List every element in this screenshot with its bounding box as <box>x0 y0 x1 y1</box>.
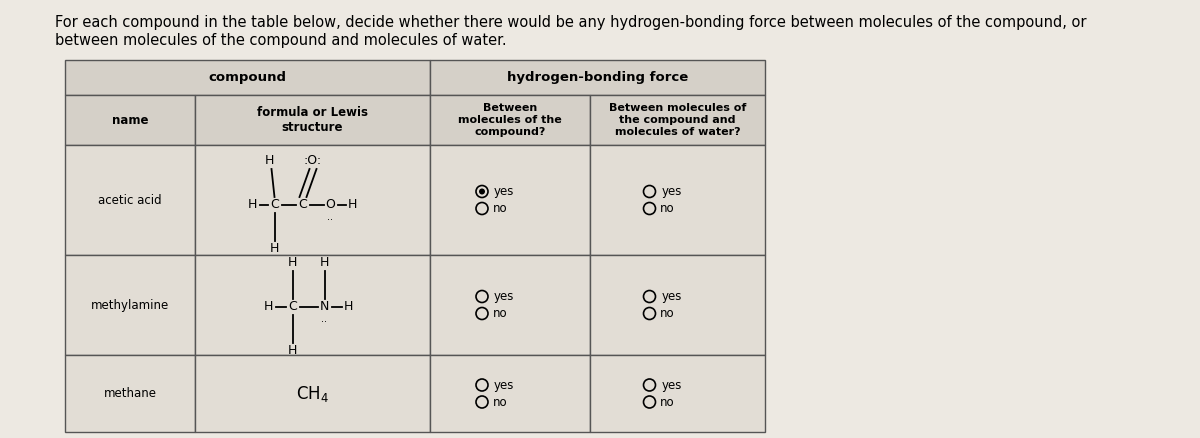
Bar <box>430 255 590 355</box>
Text: $\mathregular{CH_4}$: $\mathregular{CH_4}$ <box>296 384 329 403</box>
Text: ··: ·· <box>328 215 334 225</box>
Text: H: H <box>288 345 298 357</box>
Text: yes: yes <box>494 185 514 198</box>
Bar <box>65 255 194 355</box>
Text: name: name <box>112 113 149 127</box>
Bar <box>590 355 766 432</box>
Text: H: H <box>320 257 329 269</box>
Text: N: N <box>320 300 329 314</box>
Text: yes: yes <box>661 378 682 392</box>
Text: H: H <box>264 300 274 314</box>
Text: H: H <box>348 198 358 212</box>
Bar <box>430 355 590 432</box>
Text: no: no <box>493 396 508 409</box>
Bar <box>430 95 590 145</box>
Text: C: C <box>298 198 307 212</box>
Text: acetic acid: acetic acid <box>98 194 162 206</box>
Bar <box>194 255 430 355</box>
Text: formula or Lewis
structure: formula or Lewis structure <box>257 106 368 134</box>
Text: yes: yes <box>661 185 682 198</box>
Text: no: no <box>493 307 508 320</box>
Text: H: H <box>344 300 353 314</box>
Text: Between molecules of
the compound and
molecules of water?: Between molecules of the compound and mo… <box>608 103 746 137</box>
Text: For each compound in the table below, decide whether there would be any hydrogen: For each compound in the table below, de… <box>55 15 1086 30</box>
Bar <box>590 255 766 355</box>
Text: methane: methane <box>103 387 156 400</box>
Bar <box>65 355 194 432</box>
Text: H: H <box>288 257 298 269</box>
Text: hydrogen-bonding force: hydrogen-bonding force <box>506 71 688 84</box>
Bar <box>194 355 430 432</box>
Text: no: no <box>660 307 674 320</box>
Text: :O:: :O: <box>304 155 322 167</box>
Text: yes: yes <box>494 378 514 392</box>
Text: methylamine: methylamine <box>91 299 169 311</box>
Bar <box>65 95 194 145</box>
Text: between molecules of the compound and molecules of water.: between molecules of the compound and mo… <box>55 33 506 48</box>
Text: H: H <box>270 243 280 255</box>
Bar <box>65 60 430 95</box>
Bar <box>590 145 766 255</box>
Bar <box>430 60 766 95</box>
Circle shape <box>479 188 485 194</box>
Text: yes: yes <box>661 290 682 303</box>
Text: Between
molecules of the
compound?: Between molecules of the compound? <box>458 103 562 137</box>
Text: H: H <box>248 198 257 212</box>
Bar <box>590 95 766 145</box>
Bar <box>194 95 430 145</box>
Text: H: H <box>265 155 274 167</box>
Bar <box>194 145 430 255</box>
Text: no: no <box>660 202 674 215</box>
Text: compound: compound <box>209 71 287 84</box>
Text: C: C <box>270 198 278 212</box>
Text: no: no <box>493 202 508 215</box>
Text: no: no <box>660 396 674 409</box>
Text: ··: ·· <box>322 317 328 327</box>
Text: yes: yes <box>494 290 514 303</box>
Bar <box>65 145 194 255</box>
Text: C: C <box>288 300 296 314</box>
Bar <box>430 145 590 255</box>
Text: O: O <box>325 198 336 212</box>
